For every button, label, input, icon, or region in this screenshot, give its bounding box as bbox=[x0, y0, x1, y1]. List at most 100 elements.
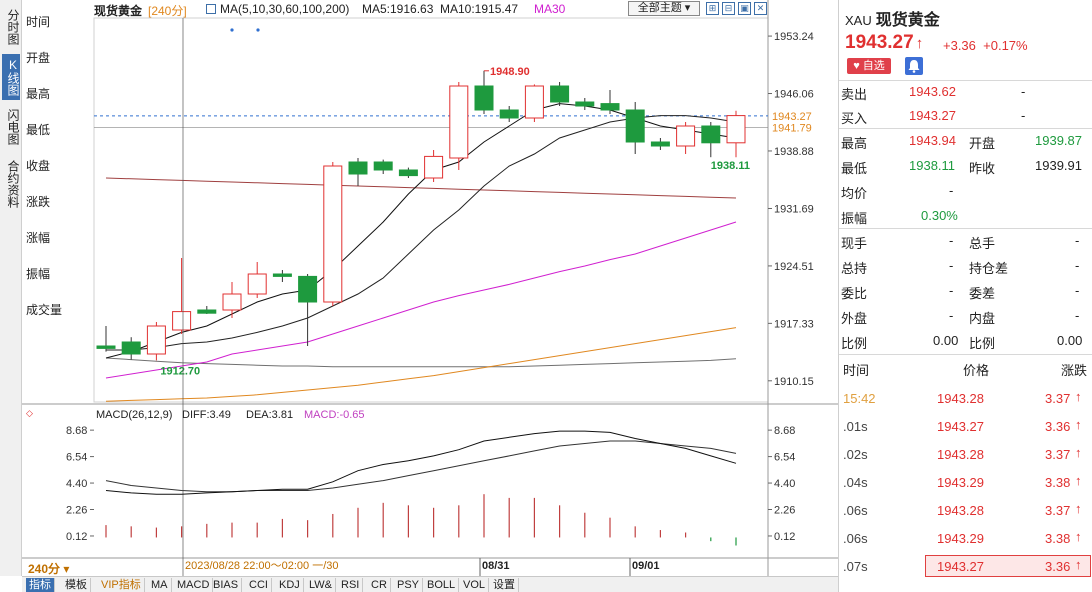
restore-icon[interactable]: ▣ bbox=[738, 2, 751, 15]
toolbar-item-10[interactable]: CR bbox=[368, 578, 391, 592]
toolbar-item-0[interactable]: 指标 bbox=[26, 578, 55, 592]
low-annotation-left: 1912.70 bbox=[160, 365, 200, 377]
macd-right-tick-label: 6.54 bbox=[774, 452, 795, 464]
now-hand-label: 现手 bbox=[841, 236, 868, 251]
tab-kline[interactable]: K线图 bbox=[2, 54, 20, 100]
tick-price: 1943.29 bbox=[937, 531, 984, 546]
up-arrow-icon: ↑ bbox=[1075, 501, 1082, 516]
candle-body bbox=[247, 273, 267, 295]
toolbar-item-6[interactable]: CCI bbox=[246, 578, 272, 592]
toolbar-item-11[interactable]: PSY bbox=[394, 578, 424, 592]
toolbar-item-12[interactable]: BOLL bbox=[424, 578, 460, 592]
candle-body bbox=[524, 85, 544, 119]
candle-body bbox=[197, 309, 217, 314]
total-hand-label: 总手 bbox=[969, 236, 996, 251]
proportion2-value: 0.00 bbox=[1057, 333, 1083, 348]
candle-body bbox=[348, 161, 368, 175]
amplitude-label: 振幅 bbox=[841, 211, 868, 226]
high-value: 1943.94 bbox=[909, 133, 956, 148]
proportion-value: 0.00 bbox=[933, 333, 959, 348]
period-selector[interactable]: 240分 ▾ bbox=[28, 562, 70, 576]
up-arrow-icon: ↑ bbox=[1075, 473, 1082, 488]
macd-right-tick-label: 8.68 bbox=[774, 425, 795, 437]
price-tick-label: 1931.69 bbox=[774, 203, 814, 215]
toolbar-item-3[interactable]: MA bbox=[148, 578, 172, 592]
candle-body bbox=[449, 85, 469, 159]
macd-left-tick-label: 4.40 bbox=[66, 478, 87, 490]
inner-value: - bbox=[1075, 308, 1080, 323]
quote-change: +3.36 +0.17% bbox=[943, 38, 1028, 53]
add-favorite-button[interactable]: ♥ 自选 bbox=[847, 58, 891, 74]
time-label-0831: 08/31 bbox=[482, 560, 510, 572]
avg-row: 均价 - bbox=[839, 179, 1092, 203]
price-tick-label: 1946.06 bbox=[774, 89, 814, 101]
theme-dropdown[interactable]: 全部主题 ▾ bbox=[628, 1, 700, 16]
ma200-line bbox=[105, 177, 737, 199]
toolbar-item-9[interactable]: RSI bbox=[338, 578, 364, 592]
now-hand-value: - bbox=[949, 233, 954, 248]
up-arrow-icon: ↑ bbox=[1075, 417, 1082, 432]
bell-icon bbox=[908, 60, 920, 73]
candle-body bbox=[398, 169, 418, 177]
period-selector-label: 240分 bbox=[28, 562, 61, 576]
left-tab-strip: 分时图 K线图 闪电图 合约资料 bbox=[0, 0, 22, 576]
quote-title: XAU 现货黄金 bbox=[845, 6, 940, 30]
tick-row: .04s 1943.29 3.38 ↑ bbox=[839, 468, 1092, 496]
toolbar-item-1[interactable]: 模板 bbox=[62, 578, 91, 592]
quote-panel: XAU 现货黄金 1943.27 ↑ +3.36 +0.17% ♥ 自选 卖出 19… bbox=[838, 0, 1092, 592]
up-arrow-icon: ↑ bbox=[1075, 557, 1082, 572]
ma10-value: MA10:1915.47 bbox=[440, 2, 519, 16]
hold-diff-value: - bbox=[1075, 258, 1080, 273]
order-ratio-label: 委比 bbox=[841, 286, 868, 301]
close-icon[interactable]: ✕ bbox=[754, 2, 767, 15]
toolbar-item-4[interactable]: MACD bbox=[174, 578, 214, 592]
label-low: 最低 bbox=[26, 123, 51, 137]
candle-body bbox=[323, 165, 343, 303]
toolbar-item-14[interactable]: 设置 bbox=[490, 578, 519, 592]
open-label: 开盘 bbox=[969, 136, 996, 151]
prev-close-value: 1939.91 bbox=[1035, 158, 1082, 173]
chart-symbol: 现货黄金 bbox=[94, 4, 143, 18]
divider bbox=[839, 128, 1092, 129]
toolbar-item-7[interactable]: KDJ bbox=[276, 578, 304, 592]
toolbar-item-13[interactable]: VOL bbox=[460, 578, 490, 592]
zoom-icon[interactable]: ⊟ bbox=[722, 2, 735, 15]
high-label: 最高 bbox=[841, 136, 868, 151]
current-price-box bbox=[769, 108, 813, 122]
crosshair-time-label: 2023/08/28 22:00～02:00 一/30 bbox=[185, 560, 339, 572]
tab-contract-info[interactable]: 合约资料 bbox=[6, 160, 20, 208]
total-hold-label: 总持 bbox=[841, 261, 868, 276]
toolbar-item-2[interactable]: VIP指标 bbox=[98, 578, 145, 592]
price-tick-label: 1924.51 bbox=[774, 261, 814, 273]
ma-label: MA(5,10,30,60,100,200) bbox=[220, 2, 350, 16]
tick-price: 1943.28 bbox=[937, 503, 984, 518]
candle-body bbox=[676, 125, 696, 147]
ratio-row: 委比 - 委差 - bbox=[839, 279, 1092, 303]
ma100-line bbox=[105, 357, 737, 368]
tick-price: 1943.28 bbox=[937, 447, 984, 462]
tab-timeshare[interactable]: 分时图 bbox=[6, 9, 20, 45]
alert-button[interactable] bbox=[905, 57, 923, 75]
proportion2-label: 比例 bbox=[969, 336, 996, 351]
toolbar-item-8[interactable]: LW& bbox=[306, 578, 337, 592]
macd-dea-value: DEA:3.81 bbox=[246, 409, 293, 421]
tab-flash-chart[interactable]: 闪电图 bbox=[6, 109, 20, 145]
tick-change: 3.37 bbox=[1045, 503, 1071, 518]
toolbar-item-5[interactable]: BIAS bbox=[210, 578, 243, 592]
candle-body bbox=[575, 101, 595, 107]
quote-name: 现货黄金 bbox=[875, 12, 940, 29]
proportion-row: 比例 0.00 比例 0.00 bbox=[839, 329, 1092, 353]
divider bbox=[839, 228, 1092, 229]
quote-change-value: +3.36 bbox=[943, 38, 976, 53]
tick-time: .04s bbox=[843, 475, 868, 490]
chart-period[interactable]: [240分] bbox=[148, 4, 187, 18]
grid-icon[interactable]: ⊞ bbox=[706, 2, 719, 15]
ma-toggle-icon[interactable] bbox=[206, 4, 216, 14]
macd-diff-value: DIFF:3.49 bbox=[182, 409, 231, 421]
indicator-toolbar: 指标 模板 VIP指标 MA MACD BIAS CCI KDJ LW& RSI CR PSY BOLL… bbox=[22, 576, 838, 592]
macd-left-tick-label: 2.26 bbox=[66, 505, 87, 517]
disc-row: 外盘 - 内盘 - bbox=[839, 304, 1092, 328]
macd-right-tick-label: 4.40 bbox=[774, 478, 795, 490]
